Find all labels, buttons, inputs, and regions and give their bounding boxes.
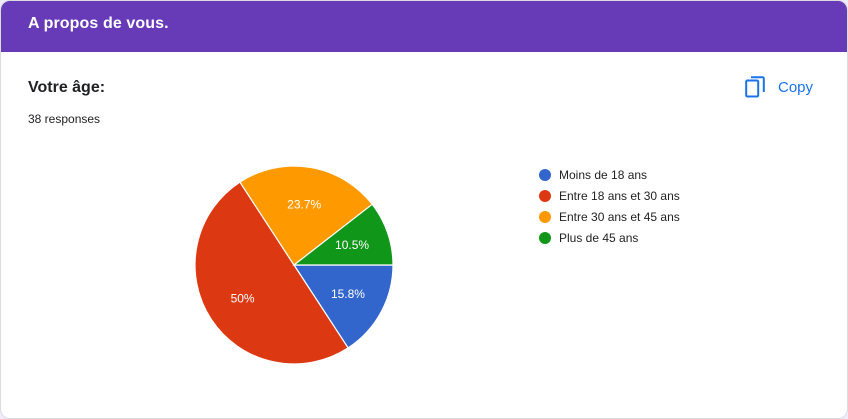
legend-label: Plus de 45 ans xyxy=(559,230,639,245)
legend-item-entre-30-ans-et-45-ans[interactable]: Entre 30 ans et 45 ans xyxy=(539,206,680,227)
pie-slice-moins-de-18-ans[interactable] xyxy=(292,264,394,349)
legend-label: Entre 18 ans et 30 ans xyxy=(559,188,680,203)
pie-label-plus-de-45-ans: 10.5% xyxy=(335,238,369,252)
pie-label-entre-30-ans-et-45-ans: 23.7% xyxy=(287,197,321,211)
pie-slice-plus-de-45-ans[interactable] xyxy=(292,203,394,266)
response-count: 38 responses xyxy=(28,112,101,126)
chart-legend: Moins de 18 ans Entre 18 ans et 30 ans Ent… xyxy=(539,164,680,248)
question-title: Votre âge: xyxy=(28,79,106,96)
legend-swatch xyxy=(539,210,551,223)
legend-item-entre-18-ans-et-30-ans[interactable]: Entre 18 ans et 30 ans xyxy=(539,185,680,206)
legend-item-moins-de-18-ans[interactable]: Moins de 18 ans xyxy=(539,164,680,185)
pie-label-entre-18-ans-et-30-ans: 50% xyxy=(231,292,255,306)
copy-icon xyxy=(745,76,765,98)
section-title: A propos de vous. xyxy=(28,15,169,32)
legend-swatch xyxy=(539,231,551,244)
copy-label: Copy xyxy=(778,78,814,96)
copy-button[interactable]: Copy xyxy=(745,73,813,101)
legend-swatch xyxy=(539,189,551,202)
legend-label: Moins de 18 ans xyxy=(559,167,648,182)
legend-item-plus-de-45-ans[interactable]: Plus de 45 ans xyxy=(539,227,680,248)
legend-label: Entre 30 ans et 45 ans xyxy=(559,209,680,224)
legend-swatch xyxy=(539,168,551,181)
section-header: A propos de vous. xyxy=(1,1,847,52)
pie-label-moins-de-18-ans: 15.8% xyxy=(331,287,365,301)
pie-slice-entre-18-ans-et-30-ans[interactable] xyxy=(194,181,349,365)
pie-slice-entre-30-ans-et-45-ans[interactable] xyxy=(239,165,374,266)
